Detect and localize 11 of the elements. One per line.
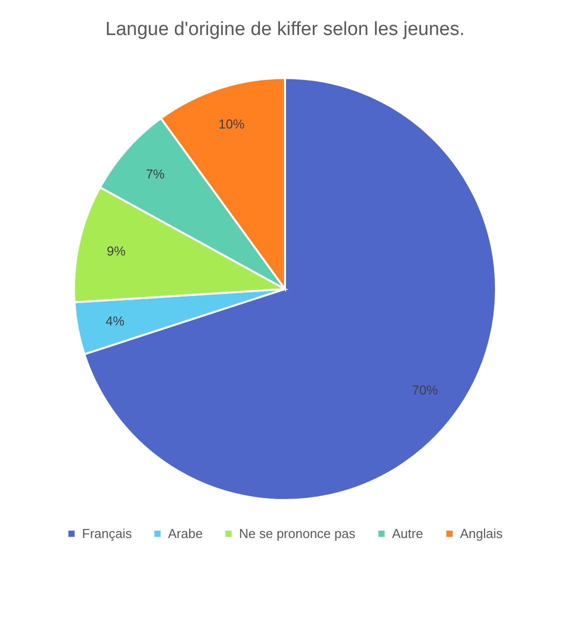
legend-label: Anglais [460,526,504,541]
data-label: 7% [146,166,166,182]
legend-label: Arabe [168,526,203,541]
data-label: 4% [106,313,125,328]
legend-label: Français [82,526,132,541]
legend-label: Ne se prononce pas [239,526,356,541]
data-label: 10% [218,116,245,132]
legend-label: Autre [392,526,424,541]
chart-title: Langue d'origine de kiffer selon les jeunes. [105,19,465,40]
data-label: 9% [106,243,126,258]
data-label: 70% [412,382,438,398]
